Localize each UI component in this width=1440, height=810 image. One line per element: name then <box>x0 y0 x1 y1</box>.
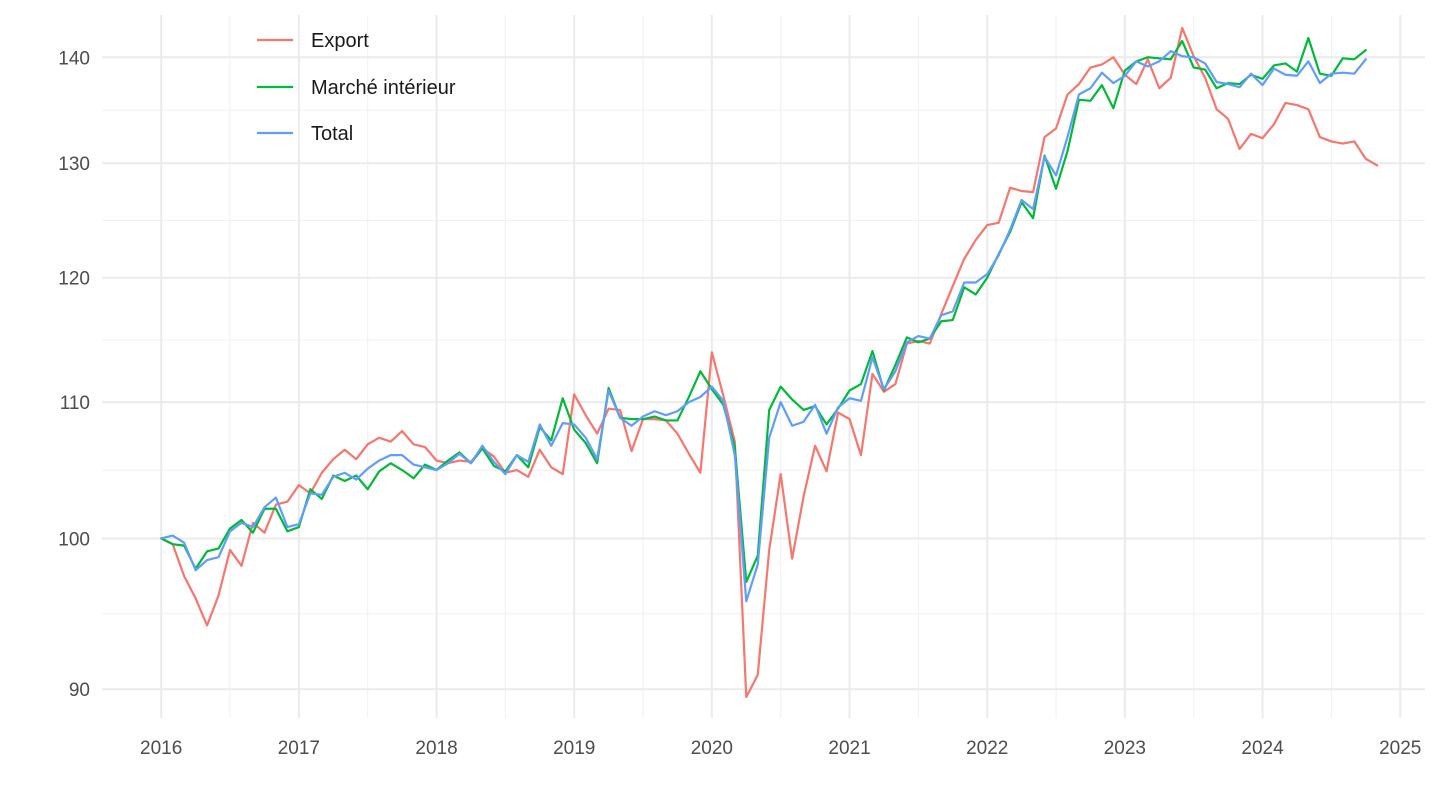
legend-label-total: Total <box>311 123 353 145</box>
y-tick-label: 100 <box>58 529 90 550</box>
x-tick-label: 2016 <box>140 738 182 759</box>
y-axis-tick-labels: 90 100 110 120 130 140 <box>58 48 90 701</box>
x-tick-label: 2020 <box>691 738 733 759</box>
x-tick-label: 2021 <box>828 738 870 759</box>
legend-item-total: Total <box>257 123 353 145</box>
series-lines <box>160 26 1379 699</box>
x-tick-label: 2024 <box>1241 738 1284 759</box>
y-tick-label: 140 <box>58 48 90 69</box>
legend-label-marche-interieur: Marché intérieur <box>311 77 456 99</box>
y-tick-label: 110 <box>60 393 90 414</box>
x-tick-label: 2018 <box>415 738 457 759</box>
series-line-total <box>160 50 1367 603</box>
legend-item-marche-interieur: Marché intérieur <box>257 77 456 99</box>
x-tick-label: 2023 <box>1104 738 1146 759</box>
x-tick-label: 2025 <box>1379 738 1421 759</box>
major-gridlines <box>102 15 1425 718</box>
x-tick-label: 2022 <box>966 738 1008 759</box>
legend-label-export: Export <box>311 30 369 52</box>
legend-item-export: Export <box>257 30 369 52</box>
y-tick-label: 130 <box>58 154 90 175</box>
x-tick-label: 2019 <box>553 738 595 759</box>
series-line-export <box>160 26 1379 699</box>
legend: Export Marché intérieur Total <box>257 30 456 145</box>
x-tick-label: 2017 <box>278 738 320 759</box>
y-tick-label: 90 <box>69 680 90 701</box>
series-line-march-int-rieur <box>160 36 1367 584</box>
x-axis-tick-labels: 2016 2017 2018 2019 2020 2021 2022 2023 2024 2025 <box>140 738 1421 759</box>
y-tick-label: 120 <box>58 269 90 290</box>
